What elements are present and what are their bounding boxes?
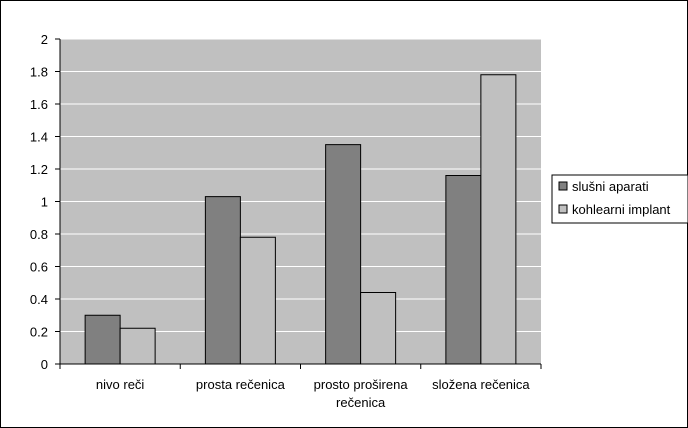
x-tick-label: rečenica [336,395,386,410]
legend-swatch-kohlearni-implant [558,204,568,214]
bar-slušni-aparati-3 [445,175,482,365]
bar-kohlearni-implant-0 [119,327,156,365]
y-tick-label: 2 [41,32,48,47]
bar-kohlearni-implant-1 [239,236,276,365]
y-tick-label: 0.6 [30,260,48,275]
bar-slušni-aparati-2 [325,144,362,365]
legend-label-kohlearni-implant: kohlearni implant [572,202,671,217]
legend-swatch-slusni-aparati [558,181,568,191]
x-tick-label: nivo reči [96,377,145,392]
y-tick-label: 1.4 [30,130,48,145]
y-tick-label: 1.8 [30,65,48,80]
y-tick-label: 1 [41,195,48,210]
bar-slušni-aparati-0 [84,314,121,365]
y-tick-label: 1.2 [30,162,48,177]
x-tick-label: složena rečenica [432,377,530,392]
x-axis-ticks: nivo reči prosta rečenica prosto proširena… [59,364,542,410]
x-tick-label: prosta rečenica [196,377,286,392]
y-tick-label: 0.2 [30,325,48,340]
legend-label-slusni-aparati: slušni aparati [572,179,649,194]
legend: slušni aparati kohlearni implant [551,174,688,224]
y-tick-label: 1.6 [30,97,48,112]
legend-box [551,174,688,224]
y-tick-label: 0.4 [30,292,48,307]
bar-slušni-aparati-1 [204,196,241,365]
y-tick-label: 0.8 [30,227,48,242]
bar-kohlearni-implant-2 [360,292,397,365]
y-axis-ticks: 0 0.2 0.4 0.6 0.8 1 1.2 1.4 1.6 1.8 2 [30,32,60,372]
bar-kohlearni-implant-3 [480,74,517,365]
y-tick-label: 0 [41,357,48,372]
x-tick-label: prosto proširena [314,377,409,392]
